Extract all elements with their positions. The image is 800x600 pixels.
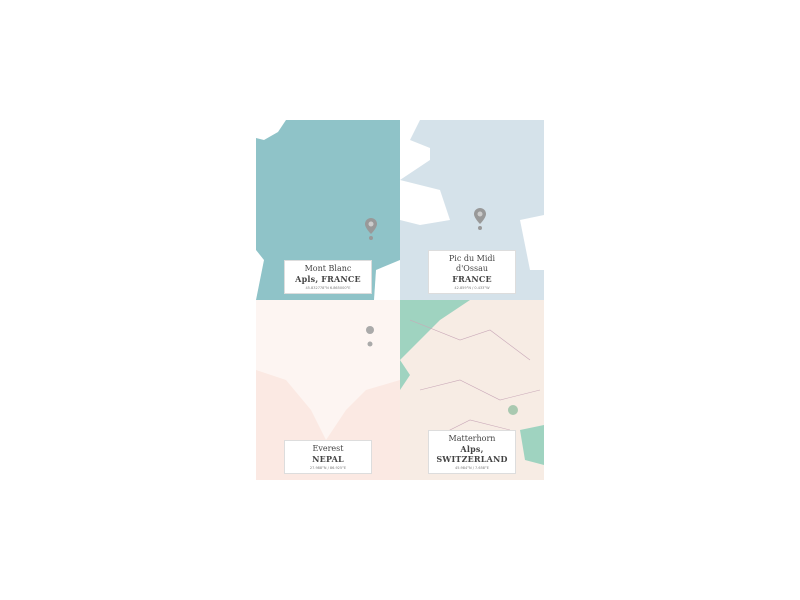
map-background — [400, 300, 544, 465]
map-mont-blanc: Mont Blanc Apls, FRANCE 45.832778°N 6.86… — [256, 120, 400, 300]
peak-coordinates: 42.859°N / 0.433°W — [454, 286, 490, 290]
map-label: Matterhorn Alps, SWITZERLAND 45.984°N / … — [428, 430, 516, 474]
map-background — [256, 120, 400, 300]
map-label: Everest NEPAL 27.988°N / 86.925°E — [284, 440, 372, 474]
map-everest: Everest NEPAL 27.988°N / 86.925°E — [256, 300, 400, 480]
map-background — [256, 300, 400, 440]
peak-coordinates: 45.984°N / 7.658°E — [454, 466, 489, 470]
map-pic-du-midi: Pic du Midi d'Ossau FRANCE 42.859°N / 0.… — [400, 120, 544, 300]
location-pin-icon — [366, 326, 374, 347]
location-pin-icon — [474, 208, 486, 230]
peak-region: Alps, SWITZERLAND — [436, 444, 508, 464]
peak-name: Pic du Midi d'Ossau — [448, 254, 496, 273]
peak-region: Apls, FRANCE — [295, 274, 361, 284]
peak-name: Everest — [312, 444, 344, 453]
map-label: Pic du Midi d'Ossau FRANCE 42.859°N / 0.… — [428, 250, 516, 294]
map-background — [400, 120, 544, 270]
peak-name: Matterhorn — [448, 434, 496, 443]
map-label: Mont Blanc Apls, FRANCE 45.832778°N 6.86… — [284, 260, 372, 294]
peak-coordinates: 45.832778°N 6.865000°E — [305, 286, 351, 290]
peak-name: Mont Blanc — [304, 264, 352, 273]
map-grid: Mont Blanc Apls, FRANCE 45.832778°N 6.86… — [256, 120, 544, 480]
map-matterhorn: Matterhorn Alps, SWITZERLAND 45.984°N / … — [400, 300, 544, 480]
location-pin-icon — [365, 218, 377, 240]
peak-region: FRANCE — [452, 274, 492, 284]
peak-coordinates: 27.988°N / 86.925°E — [309, 466, 347, 470]
peak-region: NEPAL — [312, 454, 344, 464]
